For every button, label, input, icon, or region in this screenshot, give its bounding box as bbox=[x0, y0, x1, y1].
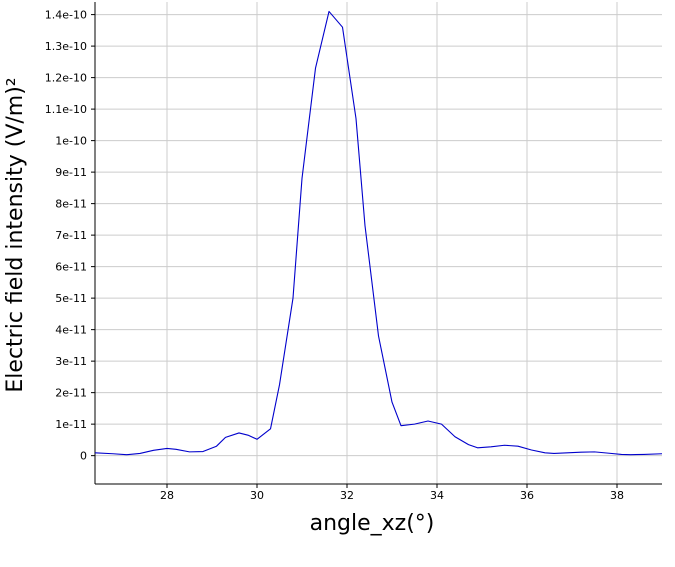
y-tick-label: 4e-11 bbox=[55, 324, 87, 337]
y-tick-label: 1.2e-10 bbox=[45, 72, 87, 85]
y-tick-label: 1.1e-10 bbox=[45, 103, 87, 116]
x-axis-title: angle_xz(°) bbox=[310, 511, 435, 536]
x-tick-label: 30 bbox=[250, 489, 264, 502]
y-tick-label: 1e-10 bbox=[55, 135, 87, 148]
x-tick-label: 38 bbox=[610, 489, 624, 502]
grid bbox=[95, 2, 662, 484]
x-tick-label: 28 bbox=[160, 489, 174, 502]
y-tick-label: 6e-11 bbox=[55, 261, 87, 274]
y-tick-label: 5e-11 bbox=[55, 292, 87, 305]
axes bbox=[91, 2, 662, 488]
series-layer bbox=[94, 10, 663, 456]
x-tick-label: 34 bbox=[430, 489, 444, 502]
tick-labels: 28 30 32 34 36 38 0 1e-11 2e-11 3e-11 4e-11 5e-11 6e… bbox=[45, 9, 624, 502]
x-tick-label: 32 bbox=[340, 489, 354, 502]
series-line-0 bbox=[94, 10, 663, 456]
y-tick-label: 9e-11 bbox=[55, 166, 87, 179]
y-tick-label: 8e-11 bbox=[55, 198, 87, 211]
y-tick-label: 1.4e-10 bbox=[45, 9, 87, 22]
y-tick-label: 2e-11 bbox=[55, 387, 87, 400]
y-tick-label: 1.3e-10 bbox=[45, 40, 87, 53]
y-axis-title: Electric field intensity (V/m)² bbox=[3, 77, 28, 392]
x-tick-label: 36 bbox=[520, 489, 534, 502]
y-tick-label: 0 bbox=[80, 450, 87, 463]
y-tick-label: 3e-11 bbox=[55, 355, 87, 368]
y-tick-label: 1e-11 bbox=[55, 418, 87, 431]
y-tick-label: 7e-11 bbox=[55, 229, 87, 242]
